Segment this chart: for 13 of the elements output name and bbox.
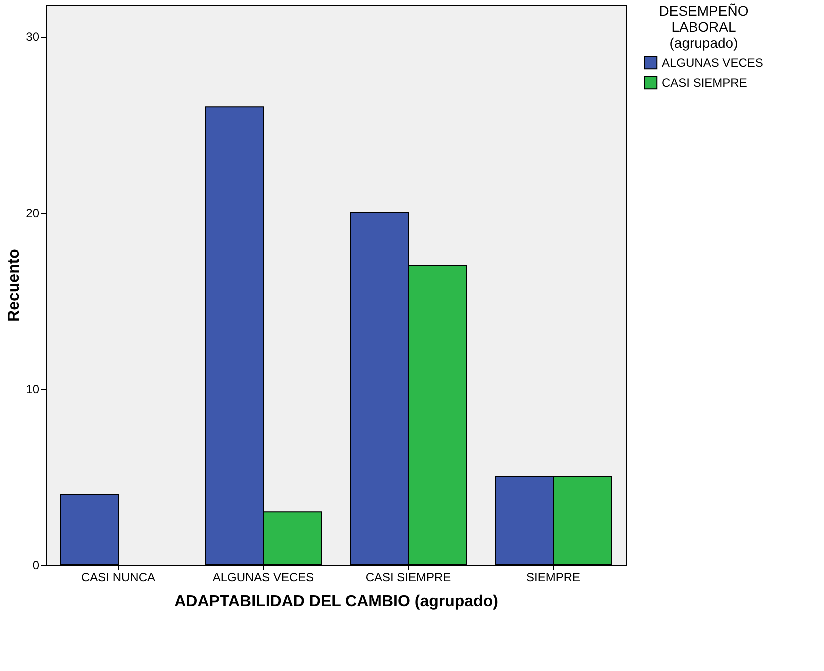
y-tick-label: 10 xyxy=(26,382,40,396)
legend-label: ALGUNAS VECES xyxy=(662,56,764,70)
y-tick-label: 0 xyxy=(32,558,40,572)
x-tick-label: CASI SIEMPRE xyxy=(366,570,452,584)
y-axis-title: Recuento xyxy=(6,248,24,322)
y-tick-label: 30 xyxy=(26,30,40,44)
legend-label: CASI SIEMPRE xyxy=(662,76,748,90)
x-tick-label: ALGUNAS VECES xyxy=(212,570,314,584)
legend-title: DESEMPEÑO LABORAL (agrupado) xyxy=(659,3,749,51)
x-tick-label: CASI NUNCA xyxy=(81,570,156,584)
x-tick-label: SIEMPRE xyxy=(526,570,581,584)
y-tick-label: 20 xyxy=(26,206,40,220)
x-axis-title: ADAPTABILIDAD DEL CAMBIO (agrupado) xyxy=(174,594,498,610)
